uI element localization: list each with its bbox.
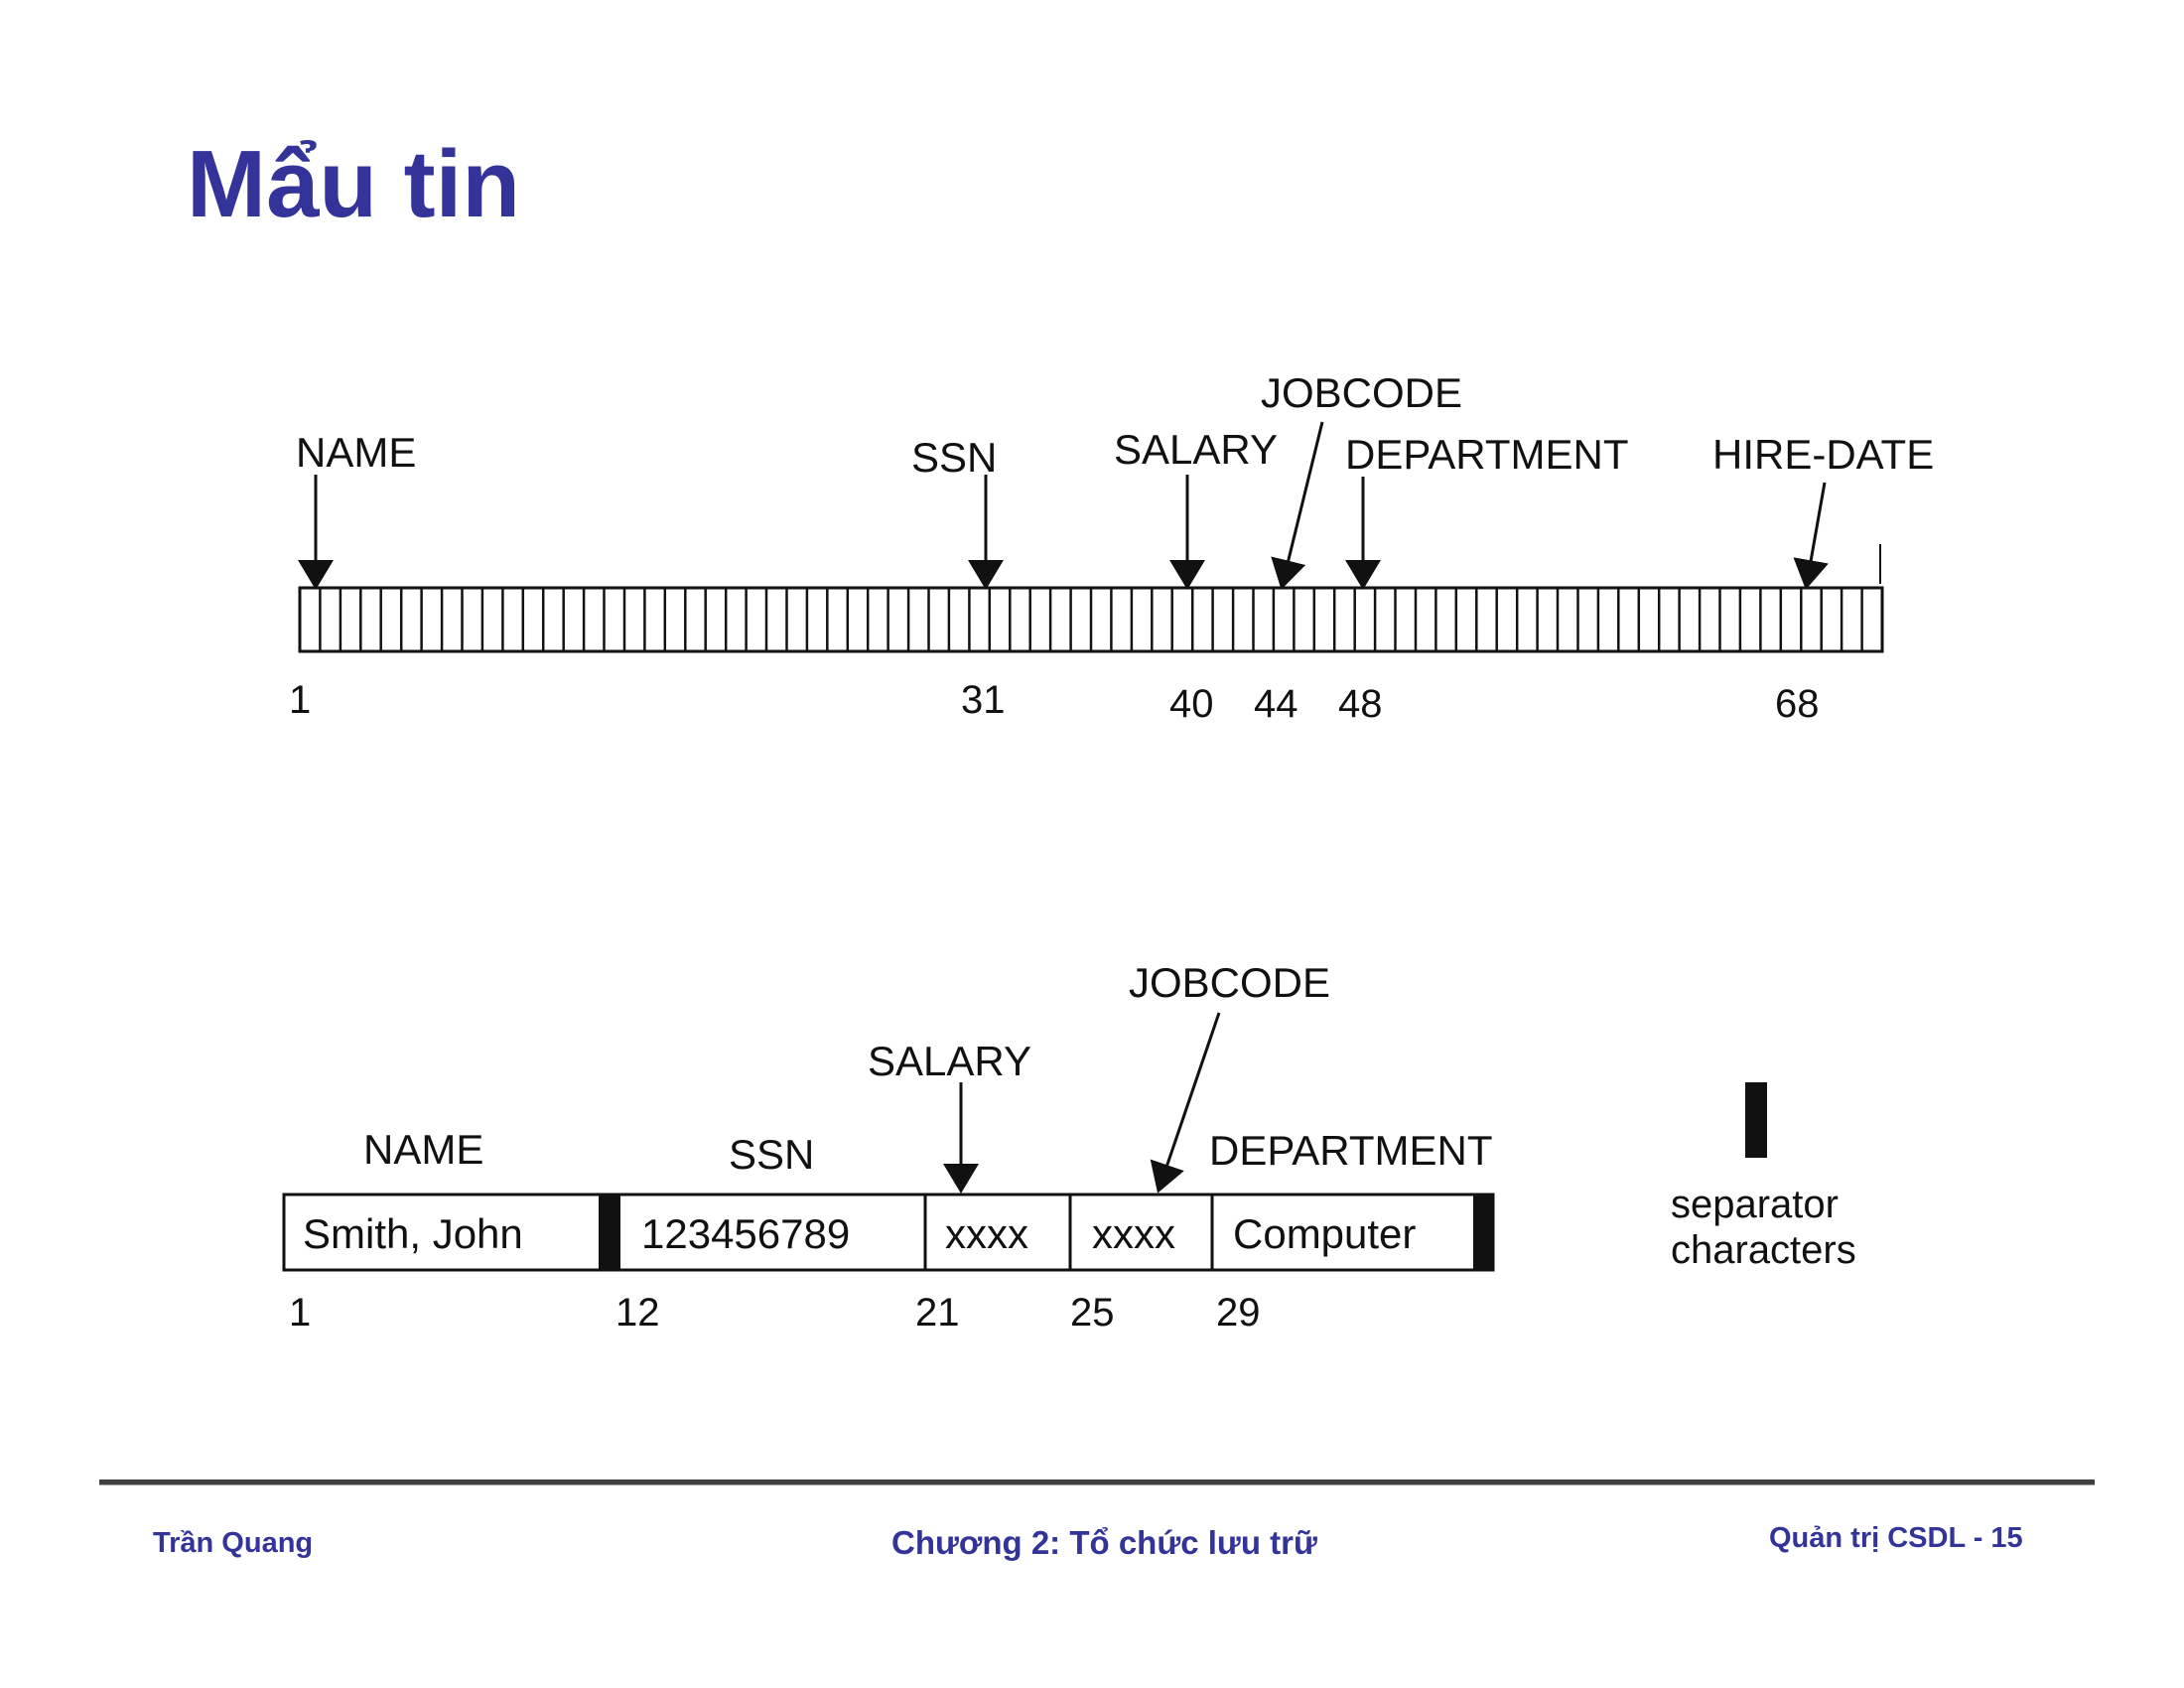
fixed-position-40: 40 <box>1169 682 1214 726</box>
var-jobcode-pointer <box>1150 1012 1221 1194</box>
fixed-record-cells <box>319 588 1863 651</box>
fixed-position-44: 44 <box>1254 682 1298 726</box>
hire-date-pointer <box>1793 482 1829 590</box>
fixed-field-labels: NAME SSN SALARY JOBCODE DEPARTMENT HIRE-… <box>296 369 1934 481</box>
var-label-jobcode: JOBCODE <box>1129 959 1330 1006</box>
fixed-label-hire-date: HIRE-DATE <box>1712 431 1934 478</box>
variable-position-labels: 1 12 21 25 29 <box>289 1291 1261 1335</box>
var-position-1: 1 <box>289 1291 311 1335</box>
separator-legend-swatch <box>1745 1082 1767 1158</box>
var-position-25: 25 <box>1070 1291 1115 1335</box>
separator-end <box>1473 1195 1493 1270</box>
legend-line-2: characters <box>1671 1228 1856 1272</box>
fixed-position-48: 48 <box>1338 682 1383 726</box>
var-position-29: 29 <box>1216 1291 1261 1335</box>
separator-legend: separator characters <box>1671 1082 1856 1272</box>
footer-author: Trần Quang <box>153 1527 314 1559</box>
value-department: Computer <box>1233 1210 1416 1257</box>
var-position-12: 12 <box>615 1291 660 1335</box>
footer-chapter: Chương 2: Tổ chức lưu trữ <box>891 1524 1317 1561</box>
fixed-label-department: DEPARTMENT <box>1345 431 1628 478</box>
variable-field-values: Smith, John 123456789 xxxx xxxx Computer <box>303 1210 1416 1257</box>
var-label-name: NAME <box>363 1126 483 1173</box>
value-name: Smith, John <box>303 1210 523 1257</box>
footer-divider <box>99 1479 2095 1485</box>
jobcode-pointer <box>1271 421 1324 590</box>
fixed-position-68: 68 <box>1775 682 1820 726</box>
fixed-length-record: NAME SSN SALARY JOBCODE DEPARTMENT HIRE-… <box>289 369 1934 726</box>
fixed-label-salary: SALARY <box>1114 426 1278 473</box>
fixed-record-strip <box>298 586 1884 653</box>
fixed-position-31: 31 <box>961 678 1006 722</box>
fixed-label-jobcode: JOBCODE <box>1261 369 1462 416</box>
value-salary: xxxx <box>945 1210 1028 1257</box>
var-label-ssn: SSN <box>729 1131 814 1178</box>
fixed-position-1: 1 <box>289 678 311 722</box>
fixed-position-labels: 1 31 40 44 48 68 <box>289 678 1820 726</box>
legend-line-1: separator <box>1671 1183 1839 1226</box>
var-position-21: 21 <box>915 1291 960 1335</box>
variable-field-pointers <box>943 1012 1221 1194</box>
fixed-field-pointers <box>298 421 1881 590</box>
value-jobcode: xxxx <box>1092 1210 1175 1257</box>
variable-length-record: NAME SSN SALARY JOBCODE DEPARTMENT Smith… <box>282 959 1856 1335</box>
slide-title: Mẩu tin <box>187 131 520 237</box>
var-label-salary: SALARY <box>868 1038 1031 1084</box>
fixed-label-ssn: SSN <box>911 434 997 481</box>
variable-field-labels: NAME SSN SALARY JOBCODE DEPARTMENT <box>363 959 1492 1178</box>
var-label-department: DEPARTMENT <box>1209 1127 1492 1174</box>
value-ssn: 123456789 <box>641 1210 850 1257</box>
separator-after-name <box>599 1195 620 1270</box>
variable-record-box <box>282 1193 1495 1272</box>
fixed-label-name: NAME <box>296 429 416 476</box>
footer-page: Quản trị CSDL - 15 <box>1769 1522 2023 1554</box>
